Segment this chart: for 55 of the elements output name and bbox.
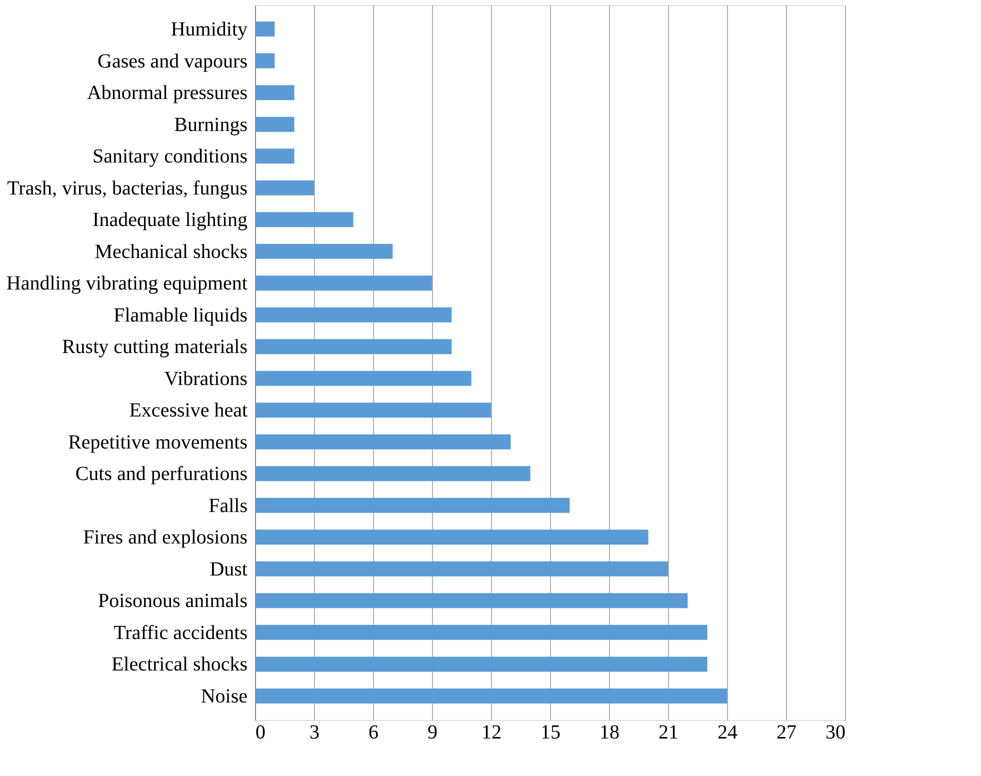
bar: [255, 466, 530, 482]
bar: [255, 148, 294, 164]
bar: [255, 180, 314, 196]
bar: [255, 498, 570, 513]
y-tick-label: Inadequate lighting: [92, 209, 248, 232]
bar: [255, 656, 708, 672]
bar: [255, 402, 491, 418]
x-tick-label: 0: [256, 722, 266, 744]
y-tick-label: Electrical shocks: [111, 654, 248, 676]
y-tick-label: Burnings: [174, 114, 248, 136]
x-tick-label: 21: [658, 722, 678, 744]
bar: [255, 85, 294, 100]
y-tick-label: Fires and explosions: [83, 526, 248, 549]
bar: [255, 434, 511, 450]
x-tick-label: 18: [600, 722, 620, 744]
y-tick-label: Flamable liquids: [114, 304, 248, 326]
y-tick-label: Noise: [200, 685, 248, 708]
bar: [255, 116, 294, 132]
bar: [255, 22, 275, 37]
bar: [255, 244, 393, 259]
y-tick-label: Sanitary conditions: [92, 146, 248, 168]
y-tick-label: Humidity: [170, 18, 248, 41]
y-tick-label: Traffic accidents: [114, 622, 248, 644]
bar: [255, 593, 688, 608]
x-tick-label: 24: [718, 722, 738, 744]
y-tick-label: Mechanical shocks: [94, 240, 248, 263]
x-tick-label: 3: [310, 722, 320, 744]
y-tick-label: Handling vibrating equipment: [6, 272, 248, 295]
x-tick-label: 12: [482, 722, 502, 744]
x-tick-label: 27: [776, 722, 796, 744]
x-tick-label: 30: [826, 722, 846, 744]
y-tick-label: Cuts and perfurations: [75, 463, 248, 486]
y-tick-label: Poisonous animals: [98, 590, 248, 612]
y-tick-label: Dust: [210, 558, 248, 580]
bar: [255, 53, 275, 68]
y-tick-label: Gases and vapours: [98, 50, 248, 72]
bar: [255, 339, 452, 354]
y-tick-label: Excessive heat: [129, 400, 248, 422]
bar: [255, 370, 472, 386]
bar: [255, 212, 354, 228]
bar: [255, 307, 452, 322]
x-tick-label: 9: [428, 722, 438, 744]
y-tick-label: Rusty cutting materials: [62, 336, 248, 358]
bar: [255, 624, 708, 640]
y-tick-label: Abnormal pressures: [86, 82, 248, 104]
y-tick-label: Trash, virus, bacterias, fungus: [7, 177, 248, 200]
y-tick-label: Falls: [208, 494, 248, 517]
x-tick-label: 6: [368, 722, 378, 744]
x-tick-label: 15: [540, 722, 560, 744]
bar: [255, 530, 648, 545]
bar: [255, 688, 727, 704]
bar: [255, 561, 668, 576]
y-tick-label: Vibrations: [164, 368, 248, 390]
bar: [255, 276, 432, 291]
y-tick-label: Repetitive movements: [68, 431, 248, 454]
